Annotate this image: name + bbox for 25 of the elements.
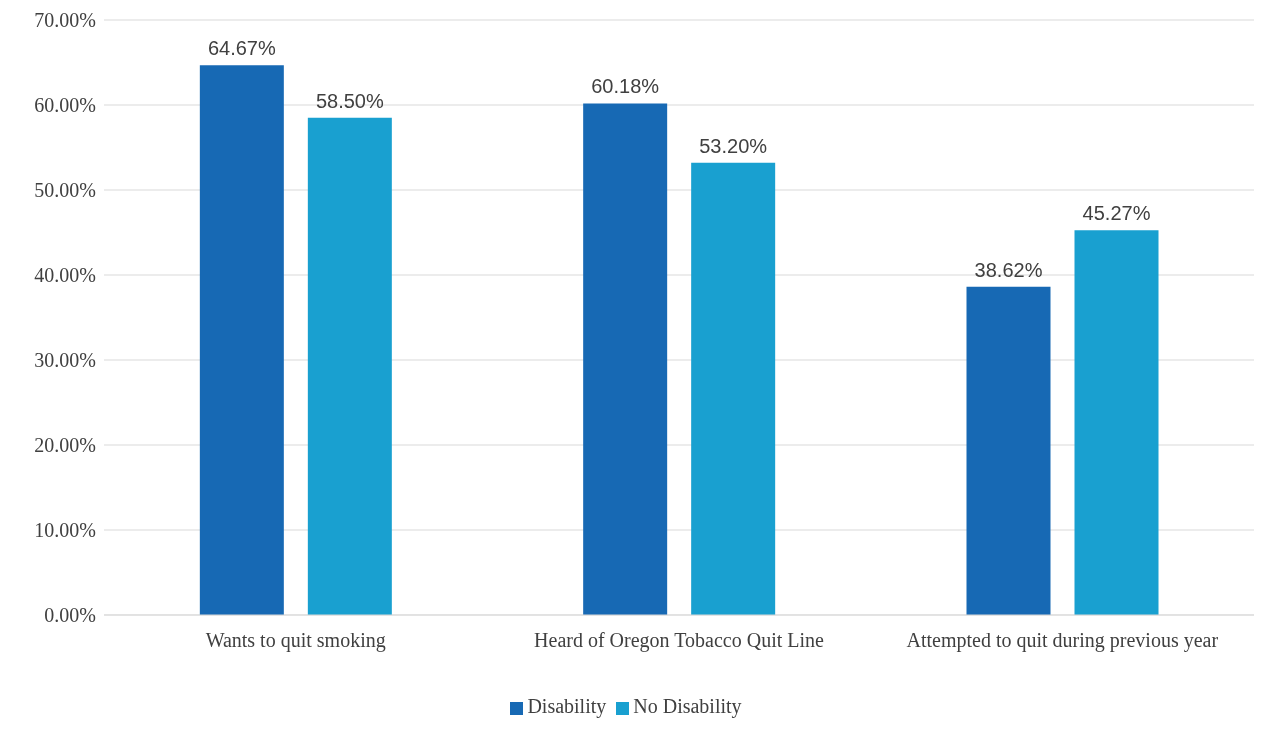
y-tick-label: 0.00%	[44, 604, 96, 627]
y-tick-label: 20.00%	[34, 434, 96, 457]
data-label: 45.27%	[1082, 202, 1151, 225]
bar	[1074, 230, 1159, 615]
y-tick-label: 10.00%	[34, 519, 96, 542]
y-tick-label: 50.00%	[34, 179, 96, 202]
x-tick-label: Attempted to quit during previous year	[906, 629, 1219, 653]
bar	[307, 117, 392, 615]
data-label: 38.62%	[974, 258, 1043, 281]
x-tick-label: Heard of Oregon Tobacco Quit Line	[534, 629, 825, 653]
data-label: 58.50%	[315, 89, 384, 112]
y-tick-label: 30.00%	[34, 349, 96, 372]
y-tick-label: 60.00%	[34, 94, 96, 117]
bar	[199, 65, 284, 615]
x-tick-label: Wants to quit smoking	[205, 629, 386, 653]
bar	[966, 286, 1051, 615]
data-label: 60.18%	[591, 75, 660, 98]
bar	[691, 162, 776, 615]
y-tick-label: 70.00%	[34, 9, 96, 32]
legend-label: No Disability	[633, 695, 742, 717]
y-tick-label: 40.00%	[34, 264, 96, 287]
legend-label: Disability	[527, 695, 607, 717]
data-label: 64.67%	[207, 37, 276, 60]
bar	[583, 103, 668, 615]
data-label: 53.20%	[699, 134, 768, 157]
